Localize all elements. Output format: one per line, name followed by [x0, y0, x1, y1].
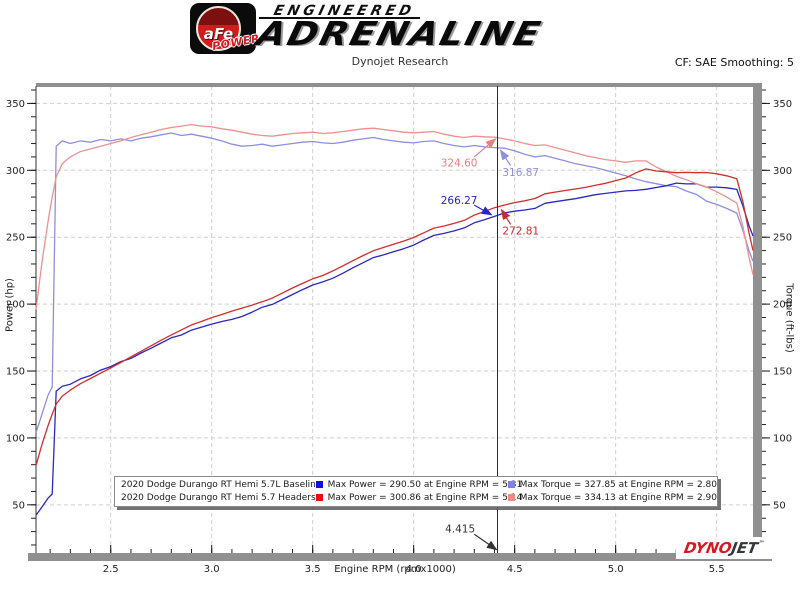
annotation-arrow-316.87 [499, 149, 512, 166]
y-tick-label-left: 50 [12, 500, 25, 511]
x-axis-title: Engine RPM (rpmx1000) [334, 564, 456, 575]
dynojet-trademark: ™ [758, 539, 766, 547]
x-tick-label: 4.0 [406, 564, 422, 575]
torque-swatch-baseline [507, 481, 515, 488]
y-tick-label-left: 150 [6, 367, 25, 378]
annotation-value-266.27: 266.27 [441, 195, 478, 207]
legend-max-torque: Max Torque = 327.85 at Engine RPM = 2.80 [519, 479, 717, 490]
x-tick-label: 3.5 [305, 564, 321, 575]
plot-frame-right [753, 83, 762, 561]
power-swatch-headers [315, 494, 323, 501]
afe-logo: aFe POWER [190, 3, 261, 54]
annotation-arrow-324.60 [473, 138, 497, 158]
legend-max-power: Max Power = 300.86 at Engine RPM = 5.14 [327, 492, 523, 503]
x-tick-label: 2.5 [103, 564, 119, 575]
adrenaline-title: ADRENALINE [253, 14, 547, 53]
y-tick-label-left: 300 [6, 166, 25, 177]
left-axis-title: Power (hp) [4, 278, 16, 332]
afe-circle-emblem: aFe [196, 6, 241, 51]
y-tick-label-right: 50 [773, 500, 786, 511]
x-tick-label: 3.0 [204, 564, 220, 575]
x-tick-label: 5.5 [709, 564, 725, 575]
torque-curve-headers [35, 123, 754, 310]
annotation-arrow-4.415 [473, 533, 498, 551]
x-tick-label: 5.0 [608, 564, 624, 575]
legend-run-name: 2020 Dodge Durango RT Hemi 5.7L Baseline… [121, 479, 316, 490]
torque-swatch-headers [507, 494, 515, 501]
legend-row-baseline: 2020 Dodge Durango RT Hemi 5.7L Baseline… [115, 478, 717, 491]
power-curve-headers [35, 168, 754, 466]
dynojet-logo: DYNOJET™ [676, 537, 772, 559]
y-tick-label-right: 250 [773, 233, 792, 244]
annotation-arrow-266.27 [473, 204, 493, 216]
plot-frame-bottom [28, 553, 772, 561]
y-tick-label-left: 100 [6, 433, 25, 444]
right-axis-title: Torque (ft-lbs) [783, 283, 795, 353]
legend-run-name: 2020 Dodge Durango RT Hemi 5.7 Headers_3… [121, 492, 316, 503]
dynojet-logo-dyno: DYNO [682, 538, 734, 557]
annotation-value-316.87: 316.87 [502, 167, 539, 179]
legend-max-power: Max Power = 290.50 at Engine RPM = 5.31 [327, 479, 523, 490]
power-curve-baseline [35, 182, 754, 516]
annotation-value-4.415: 4.415 [445, 523, 475, 535]
engineered-underline [259, 17, 420, 19]
y-tick-label-right: 350 [773, 99, 792, 110]
y-tick-label-left: 350 [6, 99, 25, 110]
afe-logo-text: aFe [203, 25, 234, 43]
y-tick-label-left: 200 [6, 300, 25, 311]
power-swatch-baseline [315, 481, 323, 488]
y-tick-label-right: 100 [773, 433, 792, 444]
y-tick-label-left: 250 [6, 233, 25, 244]
annotation-arrow-272.81 [500, 208, 512, 225]
legend-max-torque: Max Torque = 334.13 at Engine RPM = 2.90 [519, 492, 717, 503]
legend-row-headers: 2020 Dodge Durango RT Hemi 5.7 Headers_3… [115, 491, 717, 504]
annotation-value-324.60: 324.60 [441, 157, 478, 169]
dynojet-logo-jet: JET [730, 538, 760, 557]
plot-frame-top [36, 83, 762, 87]
y-tick-label-right: 300 [773, 166, 792, 177]
correction-smoothing-note: CF: SAE Smoothing: 5 [674, 56, 794, 69]
torque-curve-baseline [35, 132, 754, 433]
annotation-value-272.81: 272.81 [502, 226, 539, 238]
y-tick-label-right: 150 [773, 367, 792, 378]
y-tick-label-right: 200 [773, 300, 792, 311]
legend-box: 2020 Dodge Durango RT Hemi 5.7L Baseline… [114, 476, 718, 507]
x-tick-label: 4.5 [507, 564, 523, 575]
chart-subtitle: Dynojet Research [351, 55, 449, 68]
